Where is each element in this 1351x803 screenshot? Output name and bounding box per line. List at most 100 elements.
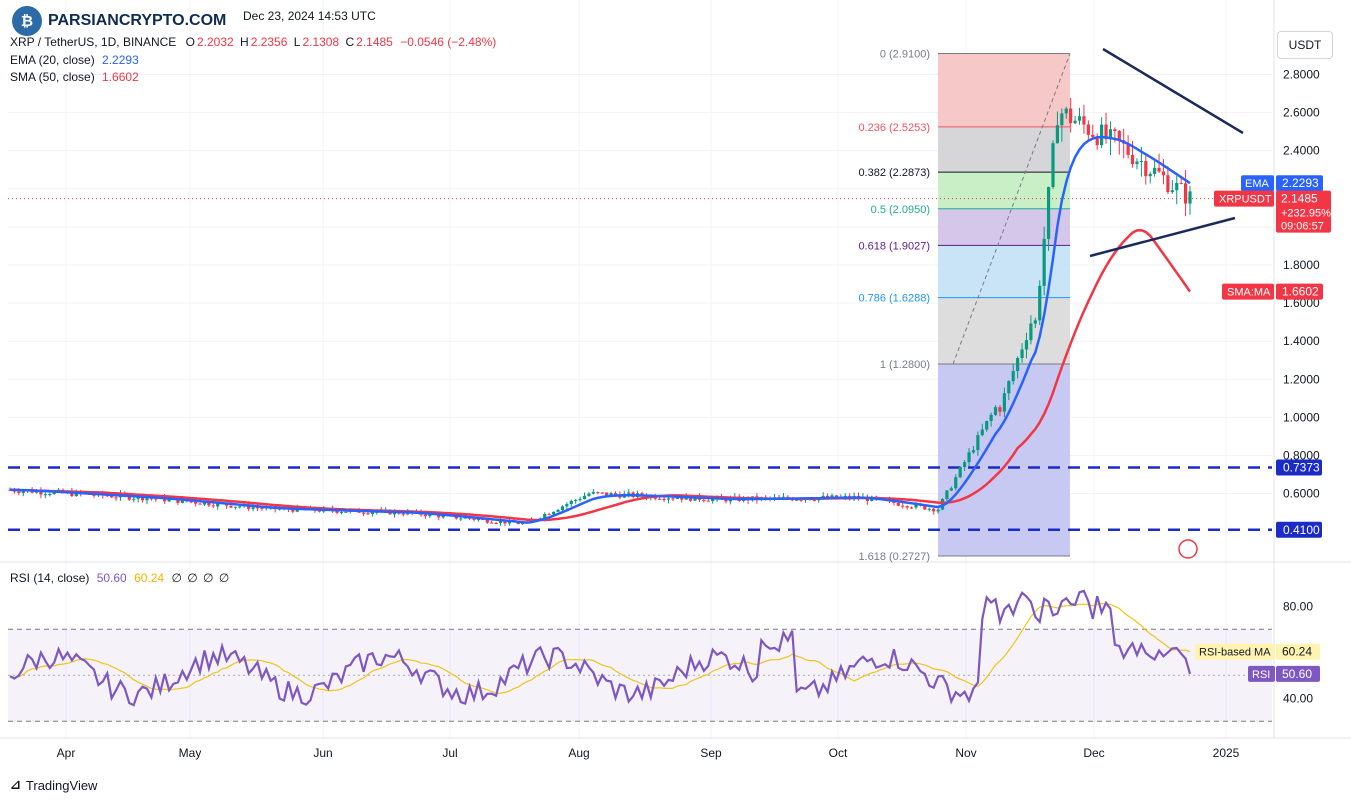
fib-level-label: 0.382 (2.2873)	[858, 167, 930, 179]
level-tag-bg	[1276, 521, 1322, 538]
candle-body	[914, 504, 918, 508]
fib-level-label: 0.236 (2.5253)	[858, 122, 930, 134]
fib-level-label: 0 (2.9100)	[880, 49, 930, 61]
time-tick-label: Jun	[313, 746, 332, 760]
symbol-tag-name: XRPUSDT	[1219, 194, 1272, 206]
rsi-legend[interactable]: RSI (14, close) 50.60 60.24 ∅ ∅ ∅ ∅	[10, 571, 229, 585]
candle-body	[587, 493, 591, 496]
candle-body	[556, 509, 560, 512]
rsi-extra-0: ∅	[171, 571, 182, 585]
rsi-tick-label: 80.00	[1283, 599, 1313, 613]
fib-trend-line	[952, 53, 1071, 365]
candle-body	[799, 499, 803, 501]
candle-body	[1073, 120, 1077, 124]
candle-body	[21, 491, 25, 493]
candle-body	[1020, 349, 1024, 359]
fib-level-label: 0.786 (1.6288)	[858, 293, 930, 305]
candle-body	[1002, 393, 1006, 412]
time-tick-label: May	[179, 746, 202, 760]
candle-body	[339, 512, 344, 514]
lightning-icon	[1178, 539, 1198, 559]
candle-body	[1139, 161, 1143, 163]
candle-body	[985, 420, 989, 430]
candle-body	[1153, 167, 1157, 174]
candle-body	[954, 477, 958, 489]
symbol-tag-value-bg	[1276, 190, 1331, 233]
candle-body	[176, 498, 180, 503]
candle-body	[1113, 129, 1117, 131]
candle-body	[711, 498, 715, 502]
sma-legend[interactable]: SMA (50, close) 1.6602	[10, 70, 139, 84]
candle-body	[260, 507, 264, 509]
currency-unit-button[interactable]: USDT	[1277, 31, 1333, 59]
symbol-row[interactable]: XRP / TetherUS, 1D, BINANCE O 2.2032 H 2.2…	[10, 35, 496, 49]
candle-body	[613, 493, 618, 495]
tradingview-brand: TradingView	[25, 777, 98, 793]
ema-legend-label: EMA (20, close)	[10, 53, 95, 67]
candle-body	[795, 499, 799, 501]
candle-body	[1042, 238, 1046, 286]
candle-body	[476, 519, 481, 521]
price-tick-label: 1.4000	[1283, 334, 1320, 348]
open-value: 2.2032	[196, 35, 234, 49]
candle-body	[92, 494, 96, 496]
candle-body	[255, 507, 260, 509]
sma-tag-name: SMA:MA	[1227, 287, 1271, 299]
candle-body	[251, 507, 255, 509]
rsi-tag-name-bg	[1248, 665, 1275, 682]
candle-body	[901, 505, 905, 507]
candle-body	[317, 510, 321, 512]
candle-body	[1095, 136, 1099, 146]
price-tick-label: 1.0000	[1283, 410, 1320, 424]
ema-tag-value-bg	[1276, 175, 1323, 192]
candle-body	[936, 509, 940, 512]
time-tick-label: Nov	[955, 746, 976, 760]
triangle-lower-trendline	[1089, 216, 1236, 258]
candle-body	[949, 488, 953, 491]
candle-body	[1148, 173, 1152, 177]
candle-body	[662, 498, 666, 500]
candle-body	[1183, 183, 1188, 204]
candle-body	[1007, 381, 1011, 394]
rsi-tag-value: 50.60	[1282, 667, 1312, 681]
sma-legend-value: 1.6602	[102, 70, 139, 84]
time-tick-label: Apr	[57, 746, 76, 760]
ema-legend[interactable]: EMA (20, close) 2.2293	[10, 53, 139, 67]
candle-body	[1077, 116, 1082, 121]
high-value: 2.2356	[250, 35, 288, 49]
candle-body	[428, 513, 432, 517]
change-value: −0.0546 (−2.48%)	[400, 35, 497, 49]
level-tag-bg	[1276, 459, 1322, 476]
fib-zone	[938, 297, 1070, 365]
candle-body	[110, 495, 114, 498]
candle-body	[1064, 108, 1068, 114]
rsi-line	[9, 589, 1192, 707]
candle-body	[680, 497, 684, 500]
fib-zone	[938, 172, 1070, 209]
candle-body	[1055, 125, 1060, 144]
candle-body	[189, 501, 193, 503]
rsi-legend-label: RSI (14, close)	[10, 571, 90, 585]
sma-legend-label: SMA (50, close)	[10, 70, 95, 84]
candle-body	[547, 513, 551, 515]
candle-body	[516, 522, 520, 525]
candle-body	[521, 523, 525, 525]
candle-body	[1130, 154, 1135, 165]
candle-body	[463, 517, 467, 519]
candle-body	[1135, 161, 1139, 165]
rsi-extra-3: ∅	[218, 571, 230, 585]
symbol-name: XRP / TetherUS, 1D, BINANCE	[10, 35, 177, 49]
candle-body	[1069, 108, 1073, 124]
candle-body	[233, 506, 237, 508]
candle-body	[211, 505, 215, 507]
candle-body	[202, 502, 207, 505]
low-value: 2.1308	[302, 35, 340, 49]
candle-body	[560, 506, 565, 510]
candle-body	[1166, 175, 1170, 193]
ema-legend-value: 2.2293	[102, 53, 139, 67]
candle-body	[238, 506, 242, 508]
time-tick-label: Dec	[1083, 746, 1104, 760]
watermark-logo: ₿ PARSIANCRYPTO.COM	[12, 6, 229, 36]
candle-body	[543, 513, 547, 519]
